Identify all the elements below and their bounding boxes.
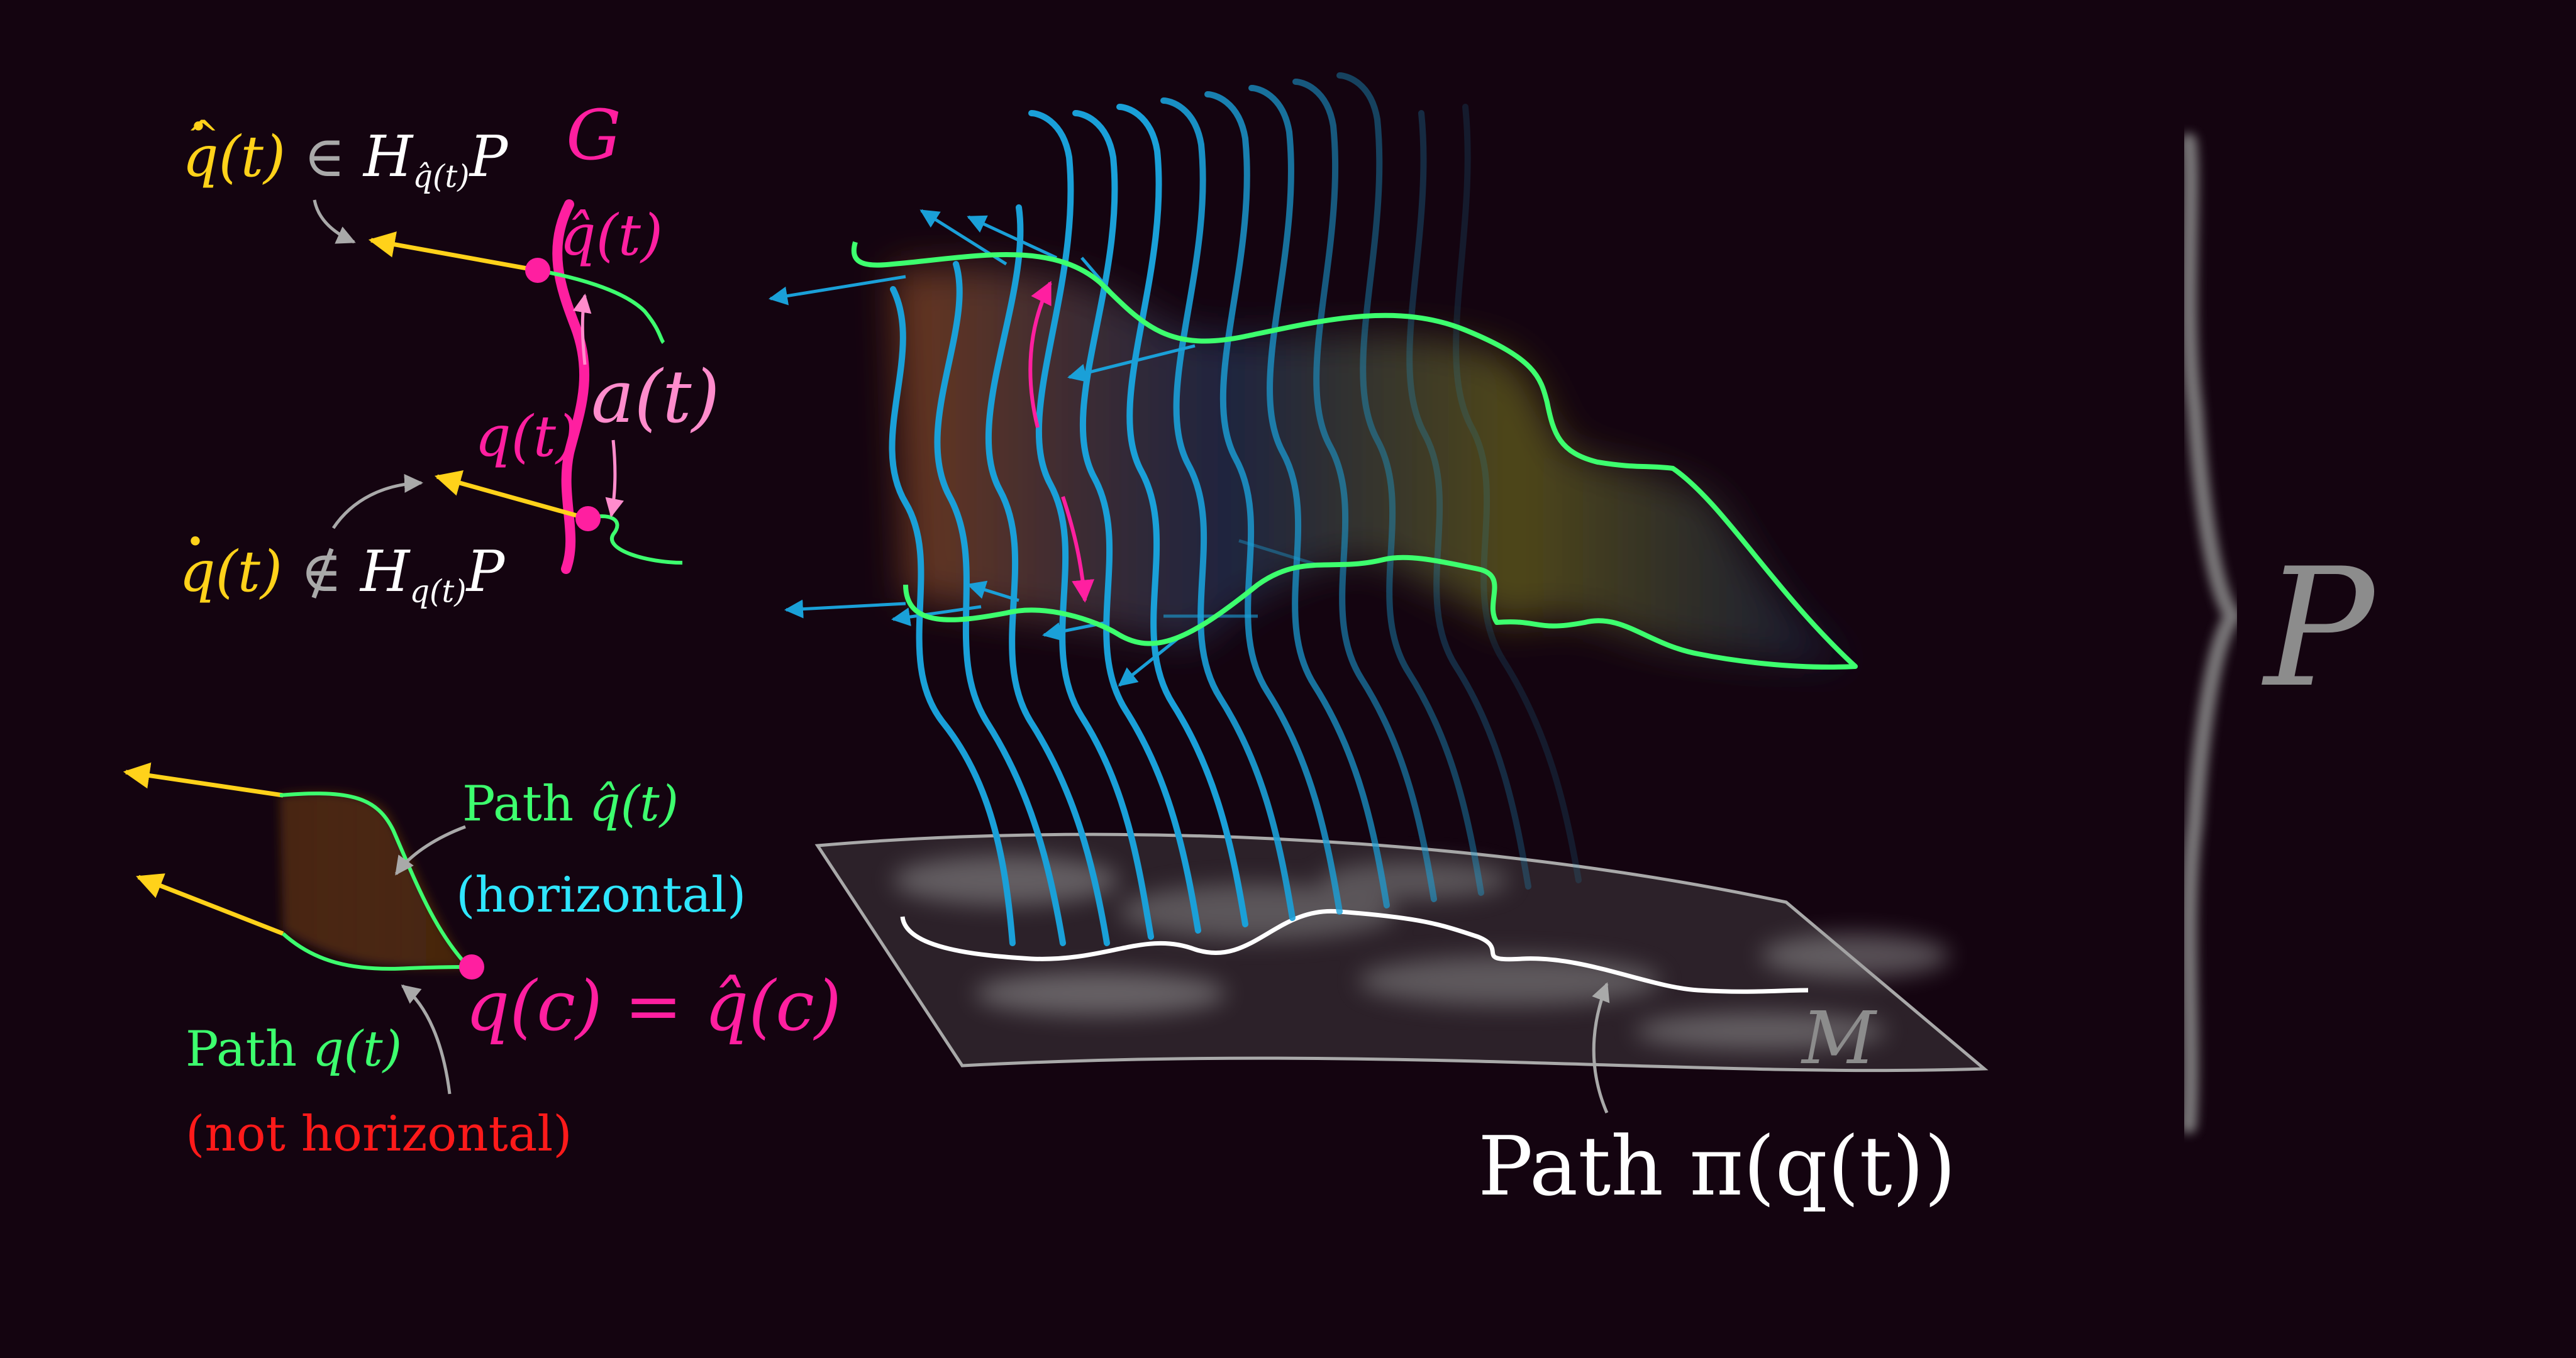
q-dot-arrow	[434, 470, 589, 521]
path-q-label: Path q(t)	[186, 1021, 402, 1078]
point-q-hat	[525, 258, 550, 283]
fiber	[934, 261, 1066, 946]
H-subscript-bottom: q(t)	[409, 573, 467, 610]
path-pi-label: Path π(q(t))	[1478, 1118, 1957, 1214]
P-symbol-bottom: P	[466, 539, 505, 605]
yellow-arrow-upper	[123, 762, 284, 798]
small-patch	[280, 792, 469, 969]
tangent-arrow	[1118, 634, 1184, 687]
G-label: G	[566, 95, 621, 175]
path-q-hat-label: Path q̂(t)	[462, 776, 679, 832]
horizontal-membership-label: q(t) ∈ Hq̂(t)P	[182, 112, 508, 195]
grey-pointer-horizontal	[394, 825, 466, 876]
tangent-arrow	[784, 599, 906, 619]
fiber	[1292, 79, 1437, 902]
a-t-arrow-down	[605, 439, 624, 517]
path-q-small	[281, 932, 469, 971]
not-in-symbol: ∉	[300, 539, 343, 605]
fiber	[1116, 104, 1248, 927]
manifold-texture	[893, 855, 1950, 1050]
horizontal-lift-path	[851, 241, 1858, 670]
M-label: M	[1802, 996, 1876, 1081]
vertical-arrow-up	[1028, 280, 1052, 428]
a-t-label: a(t)	[591, 355, 720, 439]
fiber	[1160, 97, 1296, 921]
fibers	[889, 72, 1582, 946]
grey-pointer-top	[313, 199, 356, 244]
tangent-arrow	[967, 215, 1058, 260]
q-dot-symbol: q(t)	[179, 527, 282, 605]
tangent-arrow	[967, 580, 1019, 602]
H-symbol-bottom: H	[360, 539, 410, 605]
top-inset	[313, 199, 683, 574]
q-c-label: q(c) = q̂(c)	[465, 966, 841, 1046]
P-bundle-label: P	[2264, 534, 2374, 724]
grey-pointer-projection	[1592, 982, 1610, 1113]
fiber	[1248, 85, 1390, 908]
grey-pointer-not-horizontal	[401, 985, 452, 1095]
q-hat-dot-symbol: q(t)	[182, 112, 286, 190]
H-subscript-top: q̂(t)	[413, 158, 470, 195]
tangent-arrow	[1067, 344, 1196, 383]
P-symbol-top: P	[469, 124, 508, 190]
a-t-arrow-up	[572, 294, 592, 365]
fiber	[1204, 91, 1343, 915]
q-hat-label: q̂(t)	[560, 202, 663, 268]
fiber	[1406, 110, 1531, 890]
projected-path	[900, 908, 1809, 994]
q-t-label: q(t)	[475, 404, 579, 470]
path-q-hat-small	[279, 792, 470, 969]
fiber	[1336, 72, 1484, 896]
yellow-arrow-lower	[136, 873, 284, 936]
non-horizontal-membership-label: q(t) ∉ Hq(t)P	[179, 527, 504, 610]
path-q-bottom	[587, 514, 683, 565]
vertical-arrow-down	[1061, 496, 1094, 603]
fiber	[1028, 110, 1154, 940]
horizontal-label: (horizontal)	[456, 867, 747, 924]
fiber	[1453, 104, 1582, 883]
grey-pointer-bottom	[331, 473, 423, 529]
curly-brace-icon	[2180, 133, 2243, 1134]
not-horizontal-label: (not horizontal)	[186, 1106, 572, 1162]
H-symbol: H	[363, 124, 413, 190]
point-q-c	[459, 954, 484, 980]
tangent-arrow	[769, 275, 906, 306]
in-symbol: ∈	[303, 124, 346, 190]
bundle-main	[769, 72, 1989, 1113]
fiber	[985, 204, 1110, 946]
bottom-inset	[123, 762, 484, 1095]
tangent-arrow	[1238, 539, 1321, 568]
point-q	[575, 506, 601, 531]
tangent-arrow	[891, 605, 982, 627]
horizontal-path-top	[537, 268, 665, 345]
fiber	[1072, 110, 1201, 934]
q-hat-dot-arrow	[368, 231, 538, 273]
